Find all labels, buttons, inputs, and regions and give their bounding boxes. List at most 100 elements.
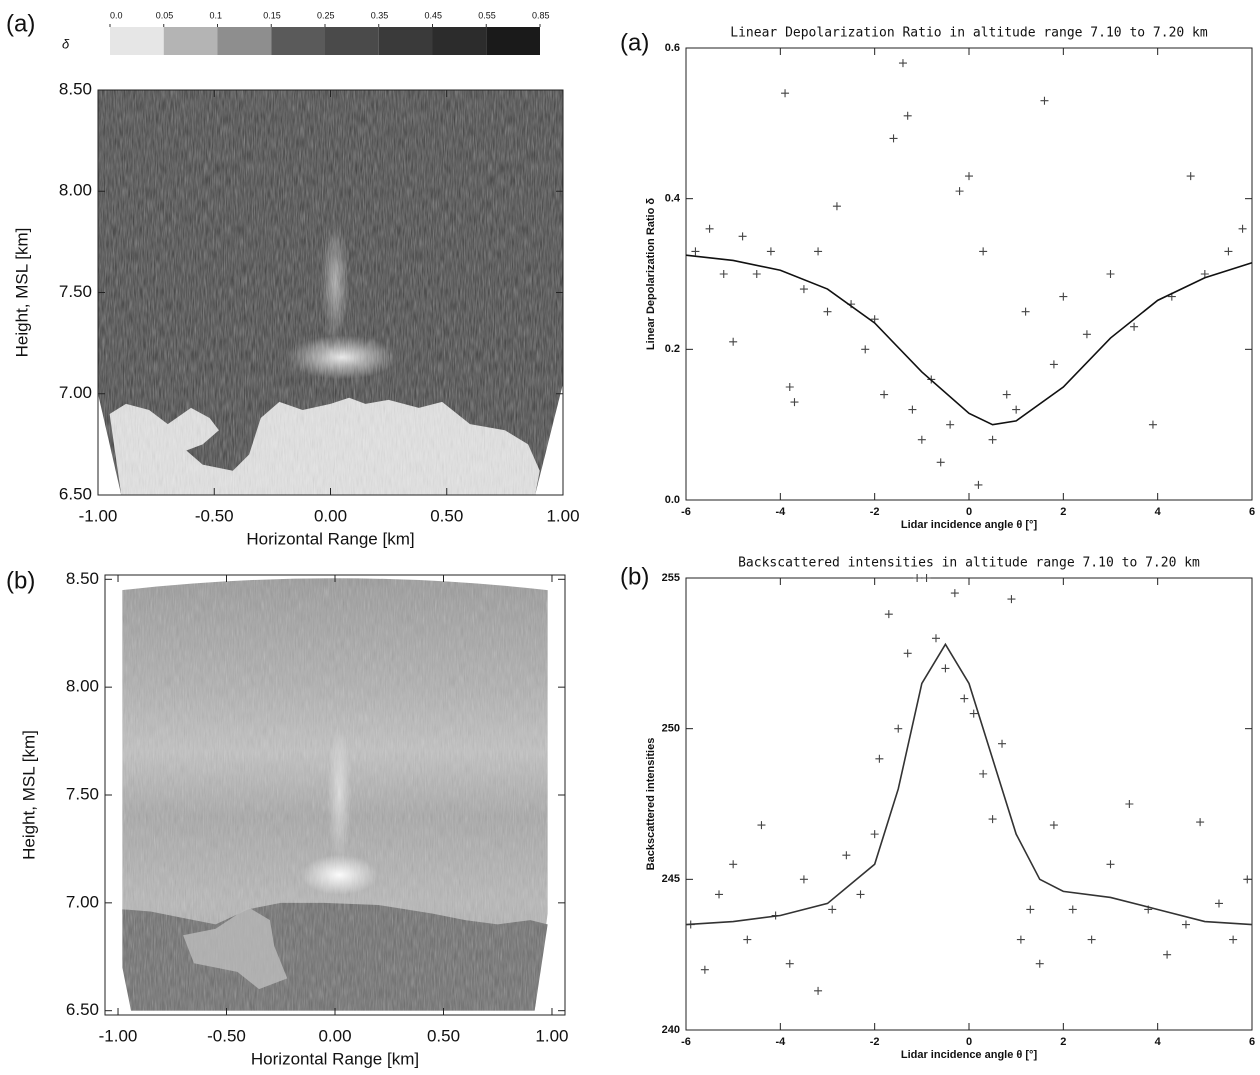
scatter-point bbox=[931, 634, 940, 643]
scatter-point bbox=[988, 435, 997, 444]
colorbar-tick-label: 0.25 bbox=[317, 10, 335, 20]
scatter-point bbox=[814, 247, 823, 256]
scatter-point bbox=[1021, 307, 1030, 316]
scatter-point bbox=[955, 187, 964, 196]
y-tick-label: 250 bbox=[662, 723, 680, 735]
panel-label: (a) bbox=[6, 10, 35, 37]
y-tick-label: 7.00 bbox=[59, 383, 92, 402]
cloud-wisp bbox=[183, 907, 288, 990]
y-tick-label: 7.00 bbox=[66, 892, 99, 911]
x-axis-label: Horizontal Range [km] bbox=[246, 529, 414, 548]
chart-title: Backscattered intensities in altitude ra… bbox=[738, 556, 1200, 571]
scatter-point bbox=[875, 754, 884, 763]
scatter-point bbox=[1007, 595, 1016, 604]
scatter-point bbox=[757, 821, 766, 830]
scatter-point bbox=[719, 270, 728, 278]
x-tick-label: 0 bbox=[966, 506, 972, 518]
x-tick-label: 6 bbox=[1249, 1036, 1255, 1048]
scatter-point bbox=[1059, 292, 1068, 301]
scatter-point bbox=[1200, 270, 1209, 278]
scatter-point bbox=[1035, 959, 1044, 968]
scatter-point bbox=[1106, 270, 1115, 278]
x-tick-label: -6 bbox=[681, 1036, 691, 1048]
panel-label: (b) bbox=[620, 563, 649, 590]
cloud-region bbox=[109, 397, 540, 495]
panel-label: (a) bbox=[620, 29, 649, 56]
scatter-point bbox=[781, 89, 790, 98]
scatter-point bbox=[1214, 899, 1223, 908]
scatter-point bbox=[861, 345, 870, 354]
colorbar-box bbox=[163, 27, 218, 55]
scatter-point bbox=[979, 769, 988, 778]
colorbar-tick-label: 0.55 bbox=[478, 10, 496, 20]
colorbar-tick-label: 0.1 bbox=[210, 10, 223, 20]
scatter-point bbox=[715, 890, 724, 899]
x-tick-label: -2 bbox=[870, 1036, 880, 1048]
x-tick-label: 0.50 bbox=[430, 506, 463, 525]
scatter-point bbox=[903, 111, 912, 120]
scatter-point bbox=[1125, 800, 1134, 808]
y-tick-label: 8.50 bbox=[66, 569, 99, 588]
scatter-point bbox=[790, 398, 799, 407]
x-tick-label: 2 bbox=[1060, 506, 1066, 518]
scatter-point bbox=[842, 851, 851, 860]
scatter-point bbox=[1224, 247, 1233, 256]
y-axis-label: Backscattered intensities bbox=[645, 738, 657, 871]
colorbar-label: δ bbox=[62, 36, 70, 51]
x-axis-label: Horizontal Range [km] bbox=[251, 1049, 419, 1068]
plot-frame bbox=[685, 577, 1253, 1031]
colorbar-box bbox=[217, 27, 272, 55]
scatter-point bbox=[1012, 405, 1021, 414]
colorbar-box bbox=[486, 27, 540, 55]
scatter-point bbox=[729, 860, 738, 869]
bright-column bbox=[327, 725, 352, 865]
chart-title: Linear Depolarization Ratio in altitude … bbox=[730, 26, 1208, 41]
scatter-point bbox=[1040, 96, 1049, 105]
scatter-point bbox=[998, 739, 1007, 748]
scatter-point bbox=[908, 405, 917, 414]
x-tick-label: -2 bbox=[870, 506, 880, 518]
scatter-point bbox=[1106, 860, 1115, 869]
x-tick-label: -0.50 bbox=[207, 1026, 246, 1045]
x-tick-label: -4 bbox=[775, 506, 786, 518]
scatter-point bbox=[1082, 330, 1091, 339]
colorbar-tick-label: 0.05 bbox=[156, 10, 174, 20]
y-tick-label: 6.50 bbox=[59, 484, 92, 503]
scatter-point bbox=[785, 959, 794, 968]
scatter-point bbox=[960, 694, 969, 703]
plot-frame bbox=[685, 47, 1253, 501]
bright-spot bbox=[301, 854, 378, 895]
scatter-point bbox=[691, 247, 700, 256]
y-tick-label: 240 bbox=[662, 1024, 680, 1036]
scatter-point bbox=[700, 965, 709, 974]
colorbar-tick-label: 0.45 bbox=[425, 10, 443, 20]
colorbar-box bbox=[110, 27, 164, 55]
scatter-point bbox=[823, 307, 832, 316]
y-tick-label: 0.4 bbox=[665, 193, 681, 205]
scatter-point bbox=[1163, 950, 1172, 959]
bright-spot bbox=[287, 335, 398, 380]
scatter-point bbox=[894, 724, 903, 733]
scatter-point bbox=[1186, 172, 1195, 181]
scatter-point bbox=[828, 905, 837, 914]
scatter-point bbox=[922, 574, 931, 582]
y-tick-label: 8.50 bbox=[59, 79, 92, 98]
x-tick-label: 2 bbox=[1060, 1036, 1066, 1048]
scatter-point bbox=[1068, 905, 1077, 914]
x-tick-label: -1.00 bbox=[99, 1026, 138, 1045]
x-tick-label: 4 bbox=[1155, 1036, 1162, 1048]
scatter-point bbox=[979, 247, 988, 256]
scatter-point bbox=[832, 202, 841, 211]
colorbar-tick-label: 0.85 bbox=[532, 10, 550, 20]
scatter-point bbox=[969, 709, 978, 718]
scatter-point bbox=[1016, 935, 1025, 944]
x-tick-label: -1.00 bbox=[79, 506, 118, 525]
y-tick-label: 8.00 bbox=[59, 181, 92, 200]
scatter-point bbox=[884, 610, 893, 619]
scatter-point bbox=[903, 649, 912, 658]
scatter-point bbox=[1026, 905, 1035, 914]
scatter-point bbox=[1181, 920, 1190, 929]
scatter-point bbox=[1130, 322, 1139, 331]
scatter-point bbox=[856, 890, 865, 899]
